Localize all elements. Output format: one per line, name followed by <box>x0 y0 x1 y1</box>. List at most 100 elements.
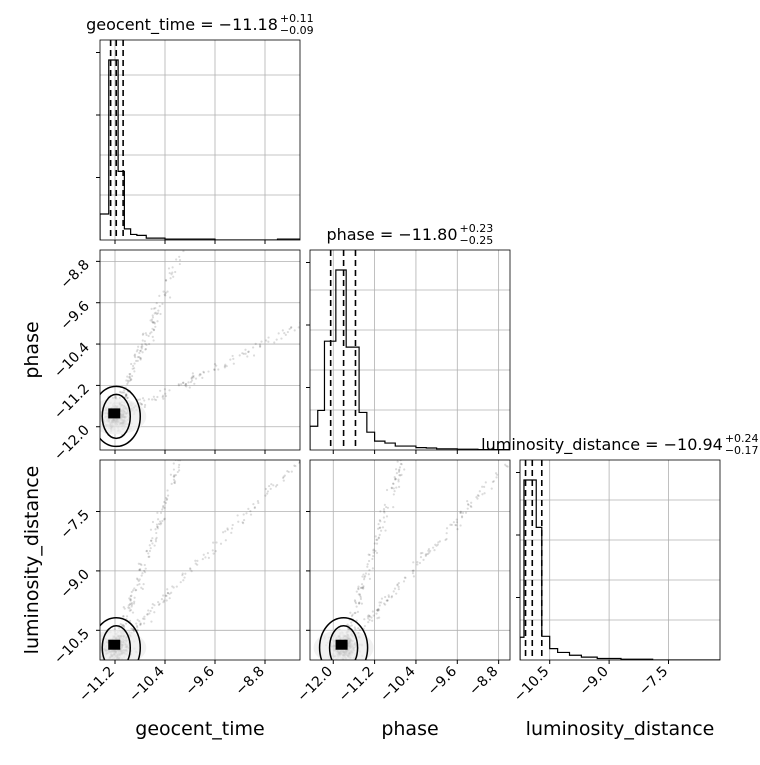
sample-point <box>276 483 279 487</box>
sample-point <box>264 487 267 491</box>
sample-point <box>122 624 125 627</box>
sample-point <box>229 358 232 361</box>
sample-point <box>151 537 154 540</box>
sample-point <box>150 307 153 310</box>
sample-point <box>199 373 202 376</box>
sample-point <box>425 553 428 556</box>
sample-point <box>215 541 218 544</box>
sample-point <box>140 345 143 349</box>
sample-point <box>362 585 365 588</box>
sample-point <box>435 544 438 547</box>
sample-point <box>128 619 132 623</box>
y-tick-label: −7.5 <box>57 507 92 542</box>
sample-point <box>214 550 217 553</box>
sample-point <box>151 606 154 609</box>
sample-point <box>354 611 357 614</box>
x-tick-label: −9.6 <box>182 663 217 698</box>
sample-point <box>126 379 130 382</box>
sample-point <box>139 568 142 571</box>
sample-point <box>135 577 139 580</box>
sample-point <box>395 472 398 475</box>
panel-geocent-geocent <box>96 39 301 244</box>
sample-point <box>151 335 154 338</box>
sample-point <box>143 615 146 618</box>
sample-point <box>455 524 458 527</box>
sample-point <box>384 595 387 599</box>
sample-point <box>354 600 357 603</box>
sample-point <box>136 583 139 587</box>
sample-point <box>135 588 138 592</box>
sample-point <box>181 574 184 577</box>
sample-point <box>134 589 137 592</box>
sample-point <box>122 606 125 609</box>
sample-point <box>141 572 144 575</box>
sample-point <box>143 399 146 402</box>
sample-point <box>403 576 406 579</box>
sample-point <box>383 503 386 506</box>
sample-point <box>343 662 345 664</box>
sample-point <box>350 621 353 624</box>
sample-point <box>202 553 205 556</box>
sample-point <box>394 477 397 481</box>
sample-point <box>459 511 463 515</box>
sample-point <box>155 312 158 316</box>
sample-point <box>130 602 134 605</box>
x-tick-label: −11.2 <box>76 664 118 706</box>
sample-point <box>153 604 156 607</box>
sample-point <box>168 597 171 600</box>
sample-point <box>189 380 192 384</box>
sample-point <box>390 596 393 599</box>
sample-point <box>397 478 400 481</box>
sample-point <box>169 473 172 476</box>
sample-point <box>244 352 247 355</box>
sample-point <box>362 578 366 581</box>
sample-point <box>158 305 161 308</box>
sample-point <box>136 398 140 401</box>
sample-point <box>128 597 131 600</box>
title-geocent: geocent_time = −11.18 +0.11−0.09 <box>86 12 314 37</box>
sample-point <box>476 494 479 497</box>
x-tick-label: −12.0 <box>294 664 336 706</box>
sample-point <box>129 597 132 601</box>
sample-point <box>293 329 296 332</box>
sample-point <box>129 602 132 605</box>
sample-point <box>361 575 364 578</box>
sample-point <box>124 394 128 397</box>
sample-point <box>290 470 293 473</box>
sample-point <box>212 552 215 555</box>
sample-point <box>258 345 262 348</box>
sample-point <box>392 493 395 496</box>
histogram-geocent <box>100 59 300 240</box>
sample-point <box>377 607 380 611</box>
sample-point <box>445 532 448 535</box>
sample-point <box>357 585 360 588</box>
sample-point <box>400 463 403 466</box>
sample-point <box>459 510 462 513</box>
sample-point <box>355 605 358 608</box>
sample-point <box>171 266 174 269</box>
sample-point <box>139 402 142 405</box>
sample-point <box>140 403 143 406</box>
sample-point <box>466 507 469 510</box>
sample-point <box>189 568 192 571</box>
sample-point <box>165 279 168 282</box>
sample-point <box>147 552 150 555</box>
sample-point <box>358 602 361 605</box>
sample-point <box>273 341 276 344</box>
sample-point <box>138 355 141 359</box>
sample-point <box>162 397 165 400</box>
sample-point <box>128 663 130 665</box>
sample-point <box>444 538 447 542</box>
sample-point <box>192 376 195 379</box>
sample-point <box>166 497 169 501</box>
panel-phase-phase <box>306 249 511 454</box>
sample-point <box>375 608 378 612</box>
sample-point <box>148 549 152 553</box>
sample-point <box>359 597 363 601</box>
sample-point <box>470 505 473 509</box>
sample-point <box>141 333 144 336</box>
sample-point <box>449 523 452 526</box>
sample-point <box>153 322 156 325</box>
sample-point <box>151 542 154 545</box>
